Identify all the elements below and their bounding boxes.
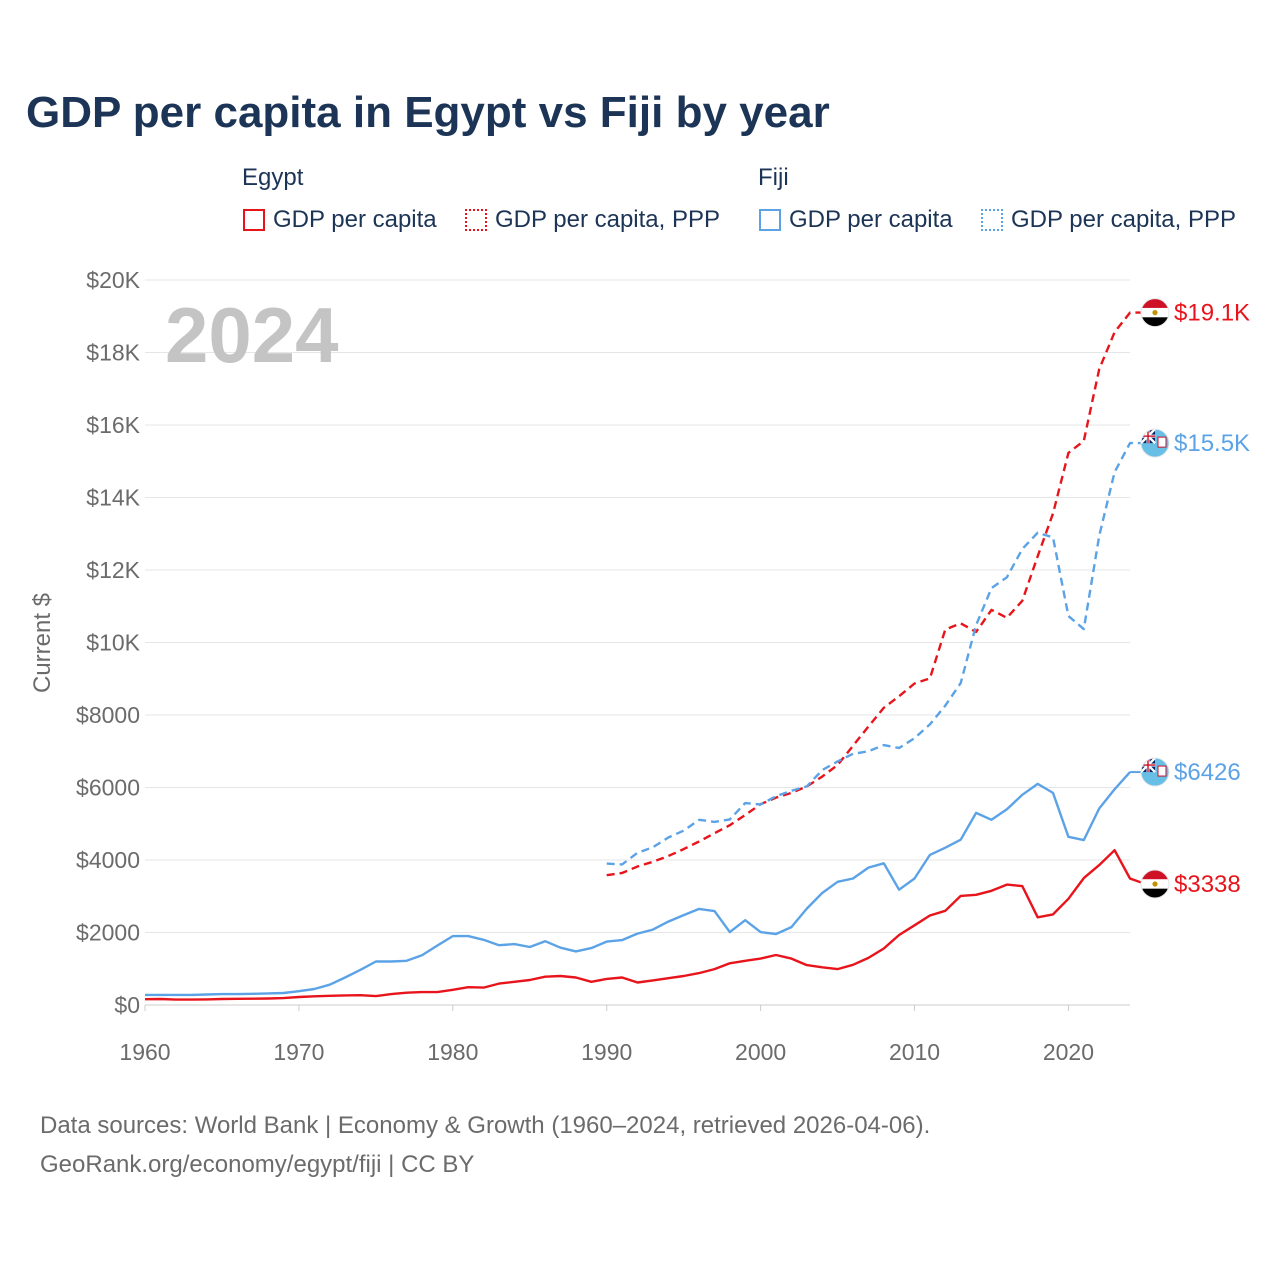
- end-value-label: $3338: [1174, 871, 1241, 898]
- series-lines: [144, 311, 1146, 1001]
- legend-swatch-dotted: [465, 209, 487, 231]
- y-tick-label: $16K: [86, 412, 140, 438]
- legend-item-egypt-gdp-ppp[interactable]: GDP per capita, PPP: [465, 206, 720, 234]
- end-value-label: $15.5K: [1174, 430, 1250, 457]
- y-axis-ticks: $0 $2000 $4000 $6000 $8000 $10K $12K $14K $16K $1…: [76, 267, 141, 1018]
- end-value-label: $6426: [1174, 759, 1241, 786]
- y-axis-label: Current $: [29, 593, 56, 693]
- y-tick-label: $2000: [76, 920, 140, 946]
- legend-swatch-solid: [759, 209, 781, 231]
- x-tick-label: 2020: [1043, 1039, 1094, 1065]
- x-tick-label: 2010: [889, 1039, 940, 1065]
- fiji-flag-icon: [1140, 428, 1170, 458]
- y-tick-label: $12K: [86, 557, 140, 583]
- x-tick-label: 1970: [273, 1039, 324, 1065]
- x-tick-label: 2000: [735, 1039, 786, 1065]
- chart-title: GDP per capita in Egypt vs Fiji by year: [26, 88, 830, 137]
- legend-title-fiji: Fiji: [758, 164, 789, 191]
- legend-label: GDP per capita: [789, 206, 953, 233]
- x-tick-label: 1980: [427, 1039, 478, 1065]
- y-tick-label: $20K: [86, 267, 140, 293]
- x-axis-ticks: 1960 1970 1980 1990 2000 2010 2020: [119, 1005, 1094, 1065]
- y-tick-label: $0: [114, 992, 140, 1018]
- egypt-flag-icon: [1140, 298, 1170, 328]
- legend-label: GDP per capita: [273, 206, 437, 233]
- fiji-flag-icon: [1140, 757, 1170, 787]
- y-tick-label: $18K: [86, 340, 140, 366]
- x-tick-label: 1960: [119, 1039, 170, 1065]
- footer-sources: Data sources: World Bank | Economy & Gro…: [40, 1112, 931, 1139]
- grid-lines: [145, 279, 1130, 1006]
- series-line-1[interactable]: [145, 771, 1131, 997]
- y-tick-label: $6000: [76, 775, 140, 801]
- y-tick-label: $8000: [76, 702, 140, 728]
- line-chart: $0 $2000 $4000 $6000 $8000 $10K $12K $14K $16K $1…: [29, 267, 1250, 1065]
- year-watermark: 2024: [165, 291, 339, 379]
- legend-swatch-dotted: [981, 209, 1003, 231]
- legend-item-fiji-gdp-ppp[interactable]: GDP per capita, PPP: [981, 206, 1236, 234]
- series-line-3[interactable]: [606, 441, 1146, 866]
- legend-label: GDP per capita, PPP: [495, 206, 720, 233]
- footer: Data sources: World Bank | Economy & Gro…: [40, 1106, 930, 1184]
- y-tick-label: $4000: [76, 847, 140, 873]
- y-tick-label: $14K: [86, 485, 140, 511]
- footer-link[interactable]: GeoRank.org/economy/egypt/fiji | CC BY: [40, 1151, 475, 1178]
- series-line-2[interactable]: [606, 311, 1146, 877]
- series-line-0[interactable]: [144, 849, 1146, 1001]
- legend-label: GDP per capita, PPP: [1011, 206, 1236, 233]
- x-tick-label: 1990: [581, 1039, 632, 1065]
- y-tick-label: $10K: [86, 630, 140, 656]
- end-value-label: $19.1K: [1174, 300, 1250, 327]
- legend-item-fiji-gdp[interactable]: GDP per capita: [759, 206, 953, 234]
- egypt-flag-icon: [1140, 869, 1170, 899]
- legend-item-egypt-gdp[interactable]: GDP per capita: [243, 206, 437, 234]
- legend-title-egypt: Egypt: [242, 164, 304, 191]
- end-markers: $3338 $6426 $19.1K $15.5K: [1130, 298, 1250, 899]
- legend-swatch-solid: [243, 209, 265, 231]
